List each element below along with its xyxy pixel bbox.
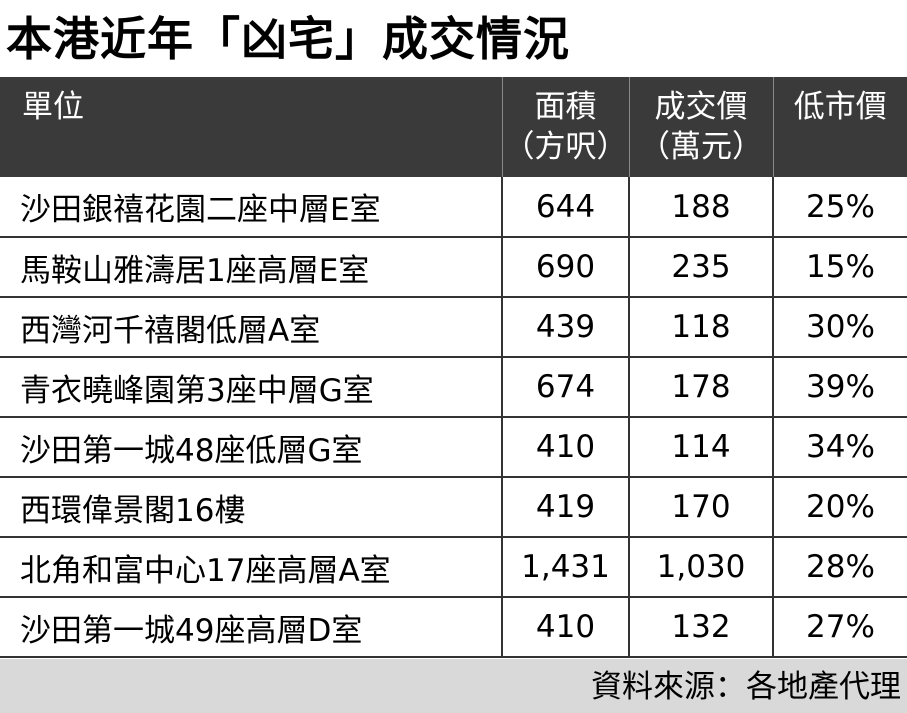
header-price: 成交價 （萬元） bbox=[629, 77, 774, 177]
discount-cell: 30% bbox=[773, 297, 907, 358]
discount-cell: 39% bbox=[773, 357, 907, 418]
discount-cell: 28% bbox=[773, 537, 907, 598]
unsold-units-table: 單位 面積 （方呎） 成交價 （萬元） 低市價 沙田銀禧花園二座中層E室 644… bbox=[0, 77, 907, 658]
header-area-label: 面積 bbox=[534, 89, 597, 125]
discount-cell: 15% bbox=[773, 237, 907, 298]
price-cell: 132 bbox=[629, 597, 774, 658]
header-unit: 單位 bbox=[0, 77, 503, 177]
price-cell: 118 bbox=[629, 297, 774, 358]
area-cell: 419 bbox=[502, 477, 630, 538]
price-cell: 114 bbox=[629, 417, 774, 478]
table-header-row: 單位 面積 （方呎） 成交價 （萬元） 低市價 bbox=[0, 77, 907, 177]
unit-cell: 西灣河千禧閣低層A室 bbox=[0, 297, 503, 358]
table-row: 沙田第一城48座低層G室 410 114 34% bbox=[0, 417, 907, 478]
header-discount: 低市價 bbox=[773, 77, 907, 177]
table-row: 西環偉景閣16樓 419 170 20% bbox=[0, 477, 907, 538]
unit-cell: 沙田第一城49座高層D室 bbox=[0, 597, 503, 658]
area-cell: 690 bbox=[502, 237, 630, 298]
unit-cell: 青衣曉峰園第3座中層G室 bbox=[0, 357, 503, 418]
unit-cell: 西環偉景閣16樓 bbox=[0, 477, 503, 538]
header-unit-label: 單位 bbox=[22, 89, 84, 125]
unit-cell: 北角和富中心17座高層A室 bbox=[0, 537, 503, 598]
area-cell: 410 bbox=[502, 597, 630, 658]
header-price-unit: （萬元） bbox=[639, 129, 763, 165]
area-cell: 644 bbox=[502, 177, 630, 238]
price-cell: 170 bbox=[629, 477, 774, 538]
table-row: 沙田銀禧花園二座中層E室 644 188 25% bbox=[0, 177, 907, 238]
header-area: 面積 （方呎） bbox=[502, 77, 630, 177]
price-cell: 1,030 bbox=[629, 537, 774, 598]
discount-cell: 34% bbox=[773, 417, 907, 478]
price-cell: 188 bbox=[629, 177, 774, 238]
table-row: 馬鞍山雅濤居1座高層E室 690 235 15% bbox=[0, 237, 907, 298]
area-cell: 439 bbox=[502, 297, 630, 358]
source-note: 資料來源：各地產代理 bbox=[591, 669, 901, 705]
unit-cell: 沙田銀禧花園二座中層E室 bbox=[0, 177, 503, 238]
header-discount-label: 低市價 bbox=[793, 89, 887, 125]
price-cell: 235 bbox=[629, 237, 774, 298]
header-area-unit: （方呎） bbox=[503, 129, 628, 165]
table-row: 北角和富中心17座高層A室 1,431 1,030 28% bbox=[0, 537, 907, 598]
page-title: 本港近年「凶宅」成交情況 bbox=[6, 12, 570, 66]
discount-cell: 20% bbox=[773, 477, 907, 538]
area-cell: 410 bbox=[502, 417, 630, 478]
discount-cell: 27% bbox=[773, 597, 907, 658]
price-cell: 178 bbox=[629, 357, 774, 418]
area-cell: 1,431 bbox=[502, 537, 630, 598]
discount-cell: 25% bbox=[773, 177, 907, 238]
unit-cell: 沙田第一城48座低層G室 bbox=[0, 417, 503, 478]
area-cell: 674 bbox=[502, 357, 630, 418]
unit-cell: 馬鞍山雅濤居1座高層E室 bbox=[0, 237, 503, 298]
table-row: 沙田第一城49座高層D室 410 132 27% bbox=[0, 597, 907, 658]
source-footer: 資料來源：各地產代理 bbox=[0, 659, 907, 713]
header-price-label: 成交價 bbox=[654, 89, 748, 125]
table-row: 西灣河千禧閣低層A室 439 118 30% bbox=[0, 297, 907, 358]
table-row: 青衣曉峰園第3座中層G室 674 178 39% bbox=[0, 357, 907, 418]
